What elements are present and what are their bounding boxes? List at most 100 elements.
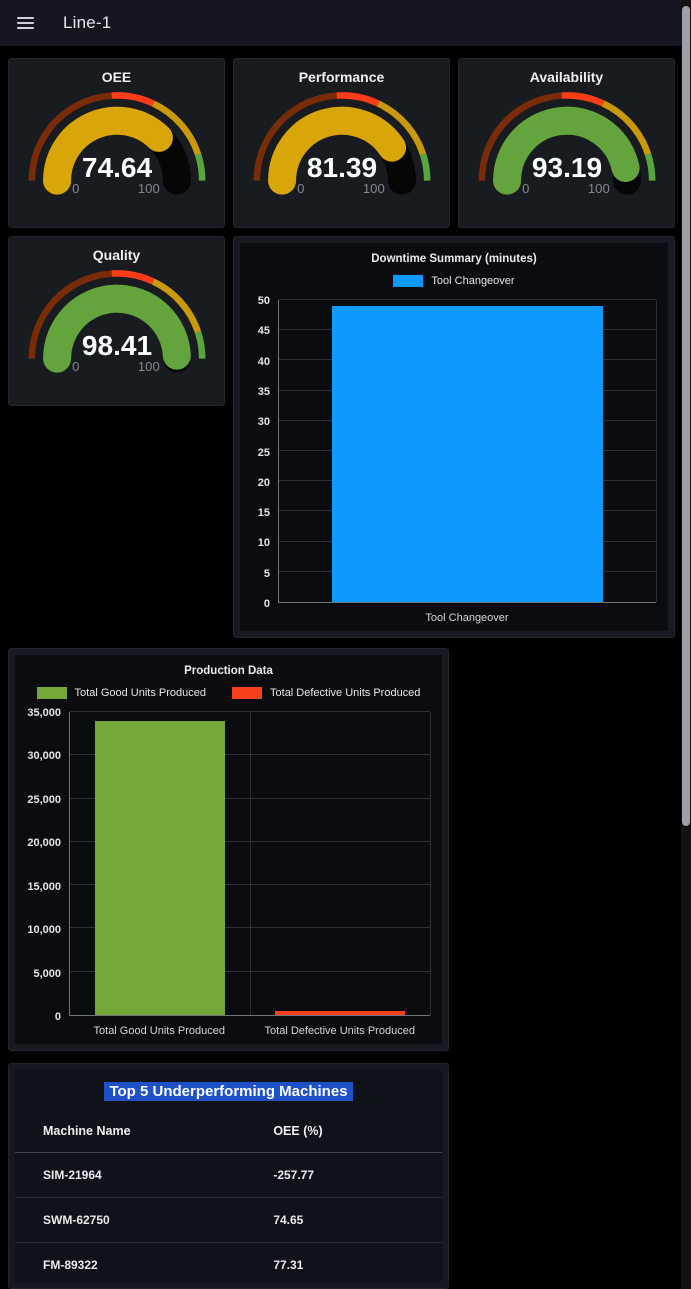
gauge-min-label: 0 — [297, 181, 304, 196]
gauge-value-arc — [492, 106, 640, 195]
cell-oee: 77.31 — [273, 1242, 442, 1282]
legend-label: Tool Changeover — [431, 275, 515, 287]
table-title-wrap: Top 5 Underperforming Machines — [15, 1082, 442, 1101]
gauge-threshold-arc — [194, 331, 205, 359]
y-tick-label: 30 — [257, 416, 270, 429]
gauge-svg: 98.410 100 — [28, 270, 205, 374]
table-row: SWM-62750 74.65 — [15, 1197, 442, 1243]
availability-gauge: 93.19 0 100 — [459, 85, 674, 197]
legend-swatch — [36, 687, 67, 699]
y-tick-label: 25,000 — [27, 793, 61, 806]
legend-swatch — [232, 687, 263, 699]
panel-availability: Availability 93.19 0 100 — [458, 58, 675, 228]
y-tick-label: 40 — [257, 355, 270, 368]
gauge-threshold-arc — [151, 278, 201, 334]
y-tick-label: 5,000 — [33, 967, 61, 980]
gauge-value-text: 98.41 — [81, 330, 151, 361]
production-chart: Production Data Total Good Units Produce… — [15, 655, 442, 1044]
grid-vline — [250, 712, 251, 1015]
scrollbar-thumb[interactable] — [682, 6, 690, 826]
legend-item[interactable]: Total Defective Units Produced — [232, 687, 420, 699]
page-title: Line-1 — [63, 13, 112, 32]
quality-gauge: 98.41 0 100 — [9, 263, 224, 375]
y-tick-label: 45 — [257, 325, 270, 338]
gauge-threshold-arc — [253, 92, 337, 181]
grid-vline — [430, 712, 431, 1015]
gauge-threshold-arc — [560, 92, 605, 107]
gauge-threshold-arc — [151, 100, 201, 156]
production-y-axis: 0 5,000 10,000 15,000 20,000 25,000 30,000 35,0… — [15, 707, 69, 1023]
production-chart-title: Production Data — [184, 665, 273, 677]
downtime-plot-area — [278, 299, 657, 603]
gridline — [279, 299, 656, 300]
y-tick-label: 35 — [257, 385, 270, 398]
gauge-max-label: 100 — [137, 359, 159, 374]
gauge-threshold-arc — [28, 270, 112, 359]
legend-label: Total Good Units Produced — [74, 687, 207, 699]
gauge-threshold-arc — [194, 153, 205, 181]
gauge-value-arc — [42, 284, 191, 373]
top5-machines-content: Top 5 Underperforming Machines Machine N… — [15, 1070, 442, 1282]
y-tick-label: 10,000 — [27, 924, 61, 937]
bar — [275, 1010, 405, 1015]
cell-oee: 74.65 — [273, 1197, 442, 1243]
gauge-threshold-arc — [644, 153, 655, 181]
gauge-svg: 74.640 100 — [28, 92, 205, 196]
panel-oee: OEE 74.64 0 100 — [8, 58, 225, 228]
panel-title-oee: OEE — [101, 69, 132, 85]
legend-item[interactable]: Tool Changeover — [393, 275, 515, 287]
table-row: SIM-21964 -257.77 — [15, 1153, 442, 1198]
gauge-threshold-arc — [110, 92, 155, 107]
y-tick-label: 35,000 — [27, 707, 61, 719]
table-title: Top 5 Underperforming Machines — [104, 1082, 353, 1101]
underperforming-machines-table: Machine Name OEE (%) SIM-21964 -257.77 SWM… — [15, 1110, 442, 1282]
y-tick-label: 20,000 — [27, 837, 61, 850]
y-tick-label: 0 — [54, 1011, 61, 1023]
y-tick-label: 20 — [257, 476, 270, 489]
bar — [331, 306, 604, 602]
cell-machine-name: SWM-62750 — [15, 1197, 274, 1243]
y-tick-label: 5 — [263, 567, 270, 580]
gauge-max-label: 100 — [137, 181, 159, 196]
downtime-chart-legend: Tool Changeover — [240, 274, 668, 288]
cell-machine-name: SIM-21964 — [43, 1168, 102, 1182]
gauge-threshold-arc — [376, 100, 426, 156]
table-header-row: Machine Name OEE (%) — [15, 1110, 442, 1153]
panel-performance: Performance 81.39 0 100 — [233, 58, 450, 228]
hamburger-icon — [17, 17, 34, 19]
legend-swatch — [393, 275, 424, 287]
gauge-value-text: 81.39 — [306, 152, 376, 183]
downtime-y-axis: 0 5 10 15 20 25 30 35 40 45 50 — [240, 295, 278, 610]
gauge-min-label: 0 — [72, 181, 79, 196]
gridline — [70, 711, 430, 712]
downtime-x-axis: Tool Changeover — [278, 605, 656, 631]
gauge-value-text: 93.19 — [531, 152, 601, 183]
scrollbar-track[interactable] — [681, 0, 691, 1289]
bar — [95, 720, 225, 1015]
gauge-min-label: 0 — [72, 359, 79, 374]
gauge-threshold-arc — [335, 92, 380, 107]
gauge-svg: 81.390 100 — [253, 92, 430, 196]
production-chart-legend: Total Good Units Produced Total Defective… — [15, 686, 442, 700]
panel-top5-machines: Top 5 Underperforming Machines Machine N… — [8, 1063, 449, 1289]
panel-production-data: Production Data Total Good Units Produce… — [8, 648, 449, 1051]
y-tick-label: 15,000 — [27, 880, 61, 893]
cell-machine-name: FM-89322 — [15, 1242, 274, 1282]
panel-downtime-summary: Downtime Summary (minutes) Tool Changeov… — [233, 236, 675, 638]
cell-oee: -257.77 — [273, 1168, 315, 1182]
panel-quality: Quality 98.41 0 100 — [8, 236, 225, 406]
column-header-oee: OEE (%) — [273, 1110, 442, 1153]
y-tick-label: 30,000 — [27, 750, 61, 763]
legend-item[interactable]: Total Good Units Produced — [36, 687, 207, 699]
legend-label: Total Defective Units Produced — [270, 687, 421, 699]
gauge-value-arc — [42, 106, 173, 195]
table-row: FM-89322 77.31 — [15, 1242, 442, 1282]
gauge-value-arc — [267, 106, 406, 195]
production-x-axis: Total Good Units Produced Total Defective… — [69, 1018, 430, 1044]
downtime-chart: Downtime Summary (minutes) Tool Changeov… — [240, 243, 668, 631]
downtime-chart-body: 0 5 10 15 20 25 30 35 40 45 50 — [240, 295, 657, 610]
x-axis-label: Tool Changeover — [425, 612, 509, 624]
gauge-threshold-arc — [419, 153, 430, 181]
menu-button[interactable] — [13, 13, 38, 33]
gauge-max-label: 100 — [362, 181, 384, 196]
